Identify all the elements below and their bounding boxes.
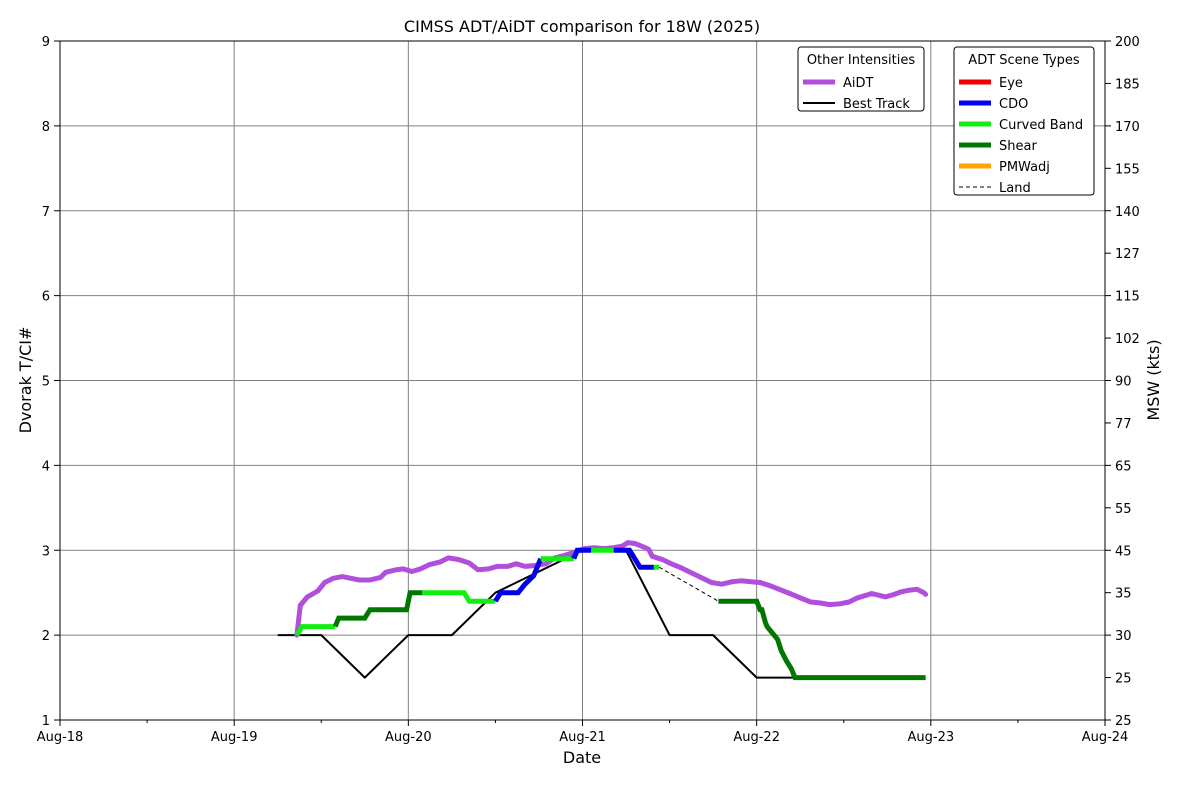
y-tick-label: 3	[42, 544, 50, 559]
legend-adt-scene-types-title: ADT Scene Types	[968, 53, 1080, 68]
y-tick-label: 7	[42, 205, 50, 220]
y2-tick-label: 35	[1115, 587, 1132, 602]
legend-label-best-track: Best Track	[843, 97, 910, 112]
x-axis-title: Date	[563, 748, 601, 767]
y2-tick-label: 45	[1115, 544, 1132, 559]
adt-segment-cdo	[613, 547, 654, 570]
axes: Aug-18 Aug-19 Aug-20 Aug-21 Aug-22 Aug-23 Aug-…	[37, 35, 1140, 745]
series-layer	[277, 540, 929, 681]
best-track-line	[277, 549, 801, 679]
chart-title: CIMSS ADT/AiDT comparison for 18W (2025)	[404, 17, 760, 36]
y-tick-label: 6	[42, 290, 50, 305]
adt-segment-curved-band	[294, 624, 336, 637]
y2-tick-label: 115	[1115, 290, 1140, 305]
y2-axis-title: MSW (kts)	[1144, 339, 1163, 420]
legend-other-intensities-box	[797, 46, 925, 112]
y-tick-label: 9	[42, 35, 50, 50]
x-tick-label: Aug-19	[211, 730, 258, 745]
y2-tick-label: 77	[1115, 417, 1132, 432]
legend-label-shear: Shear	[999, 139, 1037, 154]
legend-other-intensities-title: Other Intensities	[807, 53, 916, 68]
y-tick-label: 5	[42, 375, 50, 390]
y-tick-label: 1	[42, 714, 50, 729]
x-tick-label: Aug-21	[559, 730, 606, 745]
legend-label-pmwadj: PMWadj	[999, 160, 1050, 175]
x-tick-label: Aug-23	[908, 730, 955, 745]
y-axis-title: Dvorak T/CI#	[16, 327, 35, 434]
adt-segment-shear	[718, 598, 926, 681]
grid	[59, 40, 1106, 721]
y2-tick-label: 185	[1115, 77, 1140, 92]
y2-tick-label: 140	[1115, 205, 1140, 220]
adt-segment-cdo	[493, 557, 544, 603]
aidt-line	[294, 540, 929, 638]
legends: Other Intensities AiDT Best Track ADT Scene…	[797, 46, 1095, 196]
y2-tick-label: 170	[1115, 120, 1140, 135]
y2-tick-label: 55	[1115, 502, 1132, 517]
y2-tick-label: 65	[1115, 459, 1132, 474]
y2-tick-label: 127	[1115, 247, 1140, 262]
x-tick-label: Aug-18	[37, 730, 84, 745]
adt-segment-cdo	[571, 547, 592, 560]
land-line	[658, 566, 719, 602]
y-tick-label: 2	[42, 629, 50, 644]
adt-segment-shear	[332, 590, 423, 628]
x-tick-label: Aug-20	[385, 730, 432, 745]
legend-label-curved-band: Curved Band	[999, 118, 1083, 133]
y2-tick-label: 102	[1115, 332, 1140, 347]
y2-tick-label: 25	[1115, 672, 1132, 687]
y2-tick-label: 155	[1115, 162, 1140, 177]
x-tick-label: Aug-22	[733, 730, 780, 745]
y-tick-label: 4	[42, 459, 50, 474]
legend-label-land: Land	[999, 181, 1031, 196]
legend-label-eye: Eye	[999, 76, 1023, 91]
y2-tick-label: 90	[1115, 375, 1132, 390]
x-tick-label: Aug-24	[1082, 730, 1129, 745]
y2-tick-label: 30	[1115, 629, 1132, 644]
y-tick-label: 8	[42, 120, 50, 135]
adt-segment-curved-band	[422, 590, 496, 604]
y2-tick-label: 25	[1115, 714, 1132, 729]
y2-tick-label: 200	[1115, 35, 1140, 50]
legend-label-aidt: AiDT	[843, 76, 874, 91]
legend-label-cdo: CDO	[999, 97, 1028, 112]
